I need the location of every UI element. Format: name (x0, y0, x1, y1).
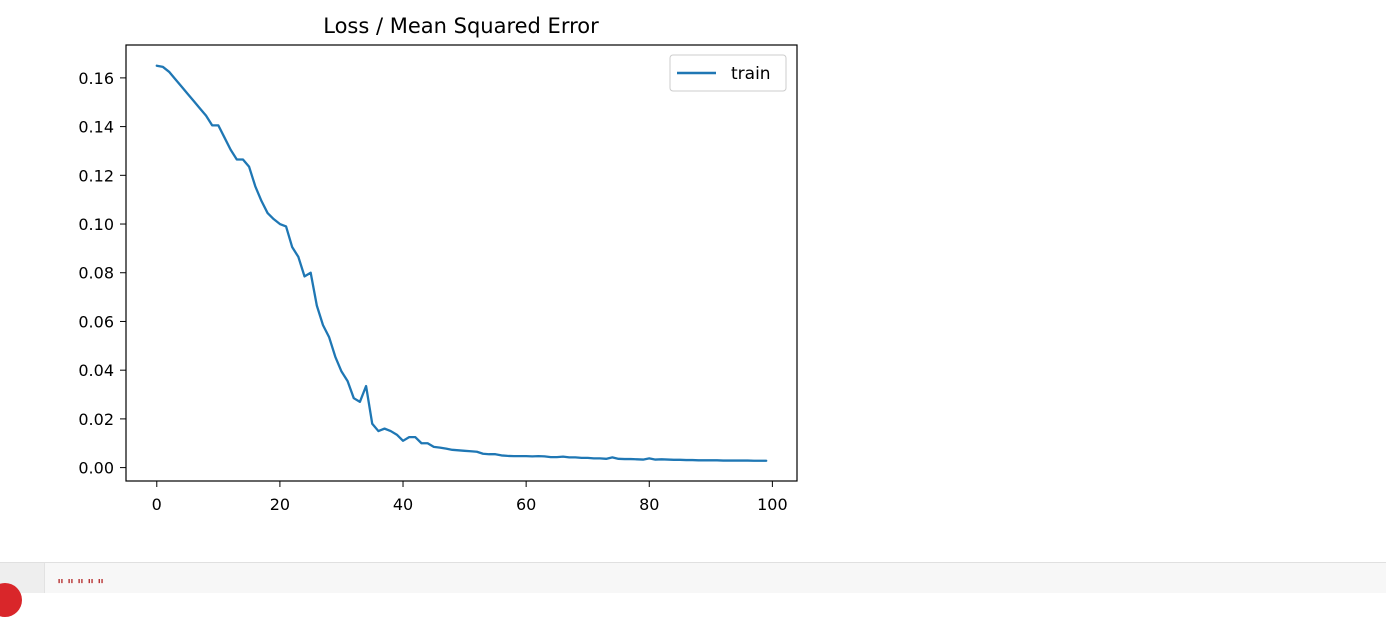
legend-box (669, 54, 787, 92)
legend-label-train: train (731, 64, 771, 84)
y-tick-label: 0.02 (78, 410, 114, 429)
y-tick-label: 0.06 (78, 312, 114, 331)
plot-frame (125, 44, 798, 482)
y-tick-label: 0.16 (78, 69, 114, 88)
legend: train (669, 54, 787, 92)
cell-output-area: Loss / Mean Squared Error 0 20 40 60 80 100 0.… (78, 14, 798, 514)
y-tick-label: 0.00 (78, 459, 114, 478)
x-tick-label: 60 (516, 495, 536, 514)
y-tick-label: 0.10 (78, 215, 114, 234)
series-line-train (155, 64, 768, 462)
x-tick-label: 20 (270, 495, 290, 514)
y-tick-label: 0.14 (78, 118, 114, 137)
y-tick-label: 0.04 (78, 361, 114, 380)
x-tick-label: 80 (639, 495, 659, 514)
x-tick-label: 40 (393, 495, 413, 514)
y-tick-label: 0.08 (78, 264, 114, 283)
x-tick-label: 0 (152, 495, 162, 514)
y-tick-label: 0.12 (78, 166, 114, 185)
cell-code-text[interactable]: """"" (56, 576, 107, 594)
chart-title: Loss / Mean Squared Error (323, 14, 599, 38)
next-code-cell[interactable]: """"" (0, 562, 1386, 617)
x-tick-label: 100 (757, 495, 788, 514)
loss-line-chart: Loss / Mean Squared Error 0 20 40 60 80 100 0.… (78, 14, 798, 514)
